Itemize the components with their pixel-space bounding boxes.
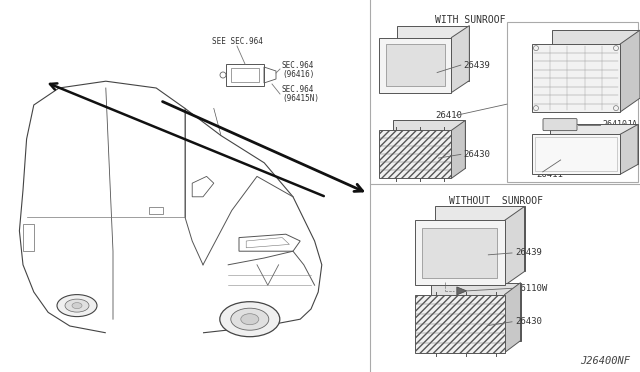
Text: 26439: 26439 [515,248,542,257]
Text: 26110W: 26110W [515,284,547,293]
FancyBboxPatch shape [507,22,638,182]
FancyBboxPatch shape [543,119,577,131]
Ellipse shape [231,308,269,330]
Text: WITHOUT  SUNROOF: WITHOUT SUNROOF [449,196,543,206]
Ellipse shape [72,302,82,309]
Polygon shape [504,283,520,353]
Polygon shape [532,44,620,112]
Polygon shape [415,221,504,285]
Text: 26410: 26410 [435,111,462,120]
Text: 26430: 26430 [515,317,542,326]
Polygon shape [451,26,469,93]
Ellipse shape [220,302,280,337]
Polygon shape [620,30,640,112]
Polygon shape [504,206,525,285]
Text: SEE SEC.964: SEE SEC.964 [212,38,262,46]
Polygon shape [620,124,638,174]
Polygon shape [415,295,504,353]
Polygon shape [380,38,451,93]
Ellipse shape [57,295,97,317]
Polygon shape [422,228,497,278]
Text: WITH SUNROOF: WITH SUNROOF [435,16,506,25]
Ellipse shape [241,314,259,325]
Text: (96415N): (96415N) [282,94,319,103]
Text: SEC.964: SEC.964 [282,86,314,94]
Polygon shape [451,121,465,179]
Polygon shape [431,283,520,341]
Polygon shape [550,124,638,164]
Polygon shape [380,130,451,179]
Polygon shape [394,121,465,169]
Polygon shape [386,44,445,86]
Text: J26400NF: J26400NF [580,356,630,366]
Text: 26439: 26439 [464,61,491,70]
Text: 26411: 26411 [536,170,563,179]
Ellipse shape [65,299,89,312]
Text: 26410JA: 26410JA [603,120,637,129]
Polygon shape [397,26,469,81]
Text: (96416): (96416) [282,70,314,78]
Text: SEC.964: SEC.964 [282,61,314,70]
Polygon shape [552,30,640,98]
Polygon shape [532,134,620,174]
Polygon shape [435,206,525,272]
Text: 26430: 26430 [464,150,491,159]
Polygon shape [457,287,467,295]
